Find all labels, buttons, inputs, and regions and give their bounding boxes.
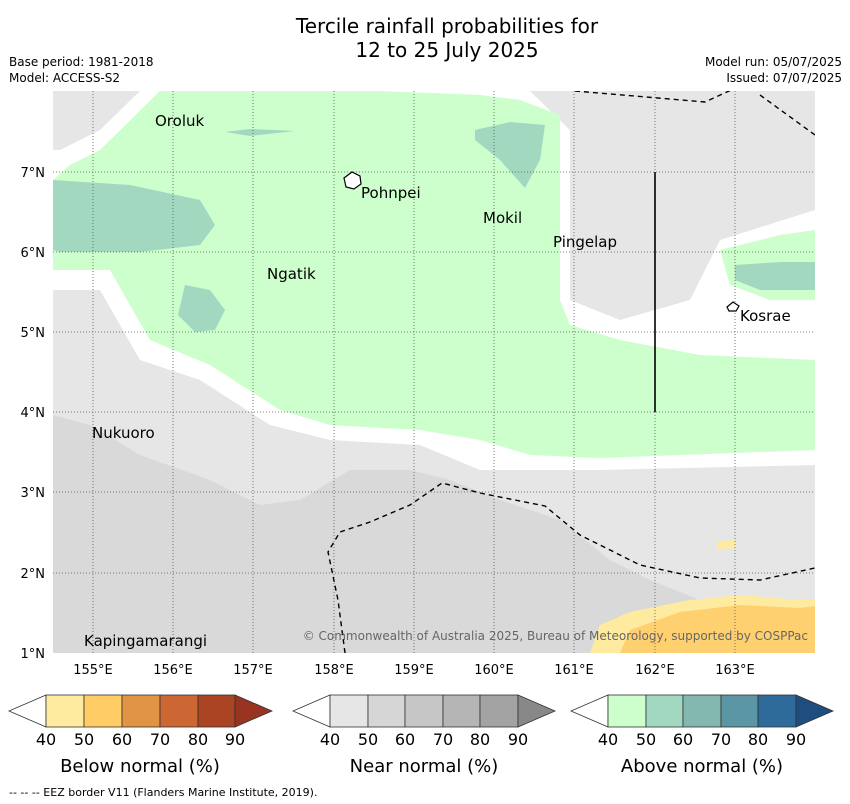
lon-label: 159°E	[394, 663, 434, 678]
legend-tick: 50	[74, 730, 94, 749]
near-normal-zone-northeast	[530, 91, 815, 320]
legend-tick: 70	[433, 730, 453, 749]
above-normal-50-east	[735, 262, 815, 290]
legend-above-swatch-50	[645, 694, 684, 728]
lon-label: 162°E	[635, 663, 675, 678]
label-pohnpei: Pohnpei	[361, 184, 421, 202]
legend-tick: 90	[225, 730, 245, 749]
above-normal-50-west	[53, 180, 215, 252]
legend-tick: 40	[320, 730, 340, 749]
label-mokil: Mokil	[483, 209, 522, 227]
issued-text: Issued: 07/07/2025	[726, 71, 842, 85]
legend-tick: 80	[748, 730, 768, 749]
lon-label: 157°E	[233, 663, 273, 678]
lat-label: 3°N	[21, 486, 46, 501]
legend-near-normal: 40 50 60 70 80 90 Near normal (%)	[291, 694, 557, 777]
legend-tick: 50	[636, 730, 656, 749]
lon-label: 155°E	[73, 663, 113, 678]
copyright-text: © Commonwealth of Australia 2025, Bureau…	[303, 629, 808, 643]
graticule	[53, 91, 815, 653]
legend-near-arrow-high	[517, 694, 557, 728]
legend-below-swatch-60	[121, 694, 161, 728]
legend-near-swatch-50	[367, 694, 406, 728]
legend-below-normal: 40 50 60 70 80 90 Below normal (%)	[7, 694, 274, 777]
legend-below-title: Below normal (%)	[60, 756, 220, 777]
legend-below-arrow-low	[7, 694, 47, 728]
label-oroluk: Oroluk	[155, 112, 204, 130]
near-normal-zone-northwest	[53, 91, 140, 150]
legend-below-swatch-40	[45, 694, 85, 728]
legend-near-swatch-80	[479, 694, 519, 728]
legend-near-title: Near normal (%)	[350, 756, 499, 777]
probability-shading	[53, 91, 815, 653]
legend-above-swatch-80	[757, 694, 797, 728]
legend-above-swatch-40	[607, 694, 647, 728]
legend-below-swatch-80	[197, 694, 236, 728]
eez-footnote: -- -- -- EEZ border V11 (Flanders Marine…	[9, 786, 318, 799]
legend-below-arrow-high	[234, 694, 274, 728]
legend-below-swatch-50	[83, 694, 123, 728]
map-title-line-2: 12 to 25 July 2025	[355, 38, 539, 62]
legend-tick: 60	[112, 730, 132, 749]
island-labels: Oroluk Pohnpei Mokil Pingelap Ngatik Kos…	[84, 112, 791, 650]
lon-label: 161°E	[554, 663, 594, 678]
above-normal-50-mokil	[475, 122, 545, 188]
legend-tick: 70	[150, 730, 170, 749]
label-pingelap: Pingelap	[553, 233, 617, 251]
lat-label: 4°N	[21, 406, 46, 421]
kosrae-island	[726, 301, 740, 312]
legend-tick: 60	[673, 730, 693, 749]
model-run-text: Model run: 05/07/2025	[704, 55, 842, 69]
near-normal-50-south	[53, 415, 815, 653]
lon-label: 163°E	[715, 663, 755, 678]
legend-above-swatch-60	[682, 694, 722, 728]
lon-label: 158°E	[314, 663, 354, 678]
legend-tick: 50	[358, 730, 378, 749]
longitude-labels: 155°E 156°E 157°E 158°E 159°E 160°E 161°…	[73, 663, 755, 678]
below-normal-spot	[718, 540, 736, 549]
lat-label: 2°N	[21, 567, 46, 582]
lat-label: 7°N	[21, 166, 46, 181]
latitude-labels: 7°N 6°N 5°N 4°N 3°N 2°N 1°N	[21, 166, 46, 662]
legend-near-swatch-60	[404, 694, 444, 728]
label-nukuoro: Nukuoro	[92, 424, 155, 442]
label-ngatik: Ngatik	[267, 265, 316, 283]
legend-above-normal: 40 50 60 70 80 90 Above normal (%)	[569, 694, 835, 777]
legend-area: 40 50 60 70 80 90 Below normal (%) 40 50…	[7, 694, 835, 777]
legend-tick: 60	[395, 730, 415, 749]
lat-label: 5°N	[21, 326, 46, 341]
model-text: Model: ACCESS-S2	[9, 71, 121, 85]
legend-tick: 40	[36, 730, 56, 749]
pohnpei-island	[343, 171, 362, 190]
legend-tick: 90	[786, 730, 806, 749]
lon-label: 156°E	[153, 663, 193, 678]
base-period-text: Base period: 1981-2018	[9, 55, 154, 69]
legend-tick: 70	[711, 730, 731, 749]
eez-border	[327, 91, 815, 653]
above-normal-50-ngatik	[178, 285, 225, 332]
legend-above-arrow-low	[569, 694, 609, 728]
legend-tick: 80	[470, 730, 490, 749]
legend-near-arrow-low	[291, 694, 331, 728]
legend-near-swatch-70	[442, 694, 481, 728]
above-normal-50-north	[225, 129, 295, 136]
legend-tick: 90	[508, 730, 528, 749]
legend-tick: 80	[188, 730, 208, 749]
legend-above-arrow-high	[795, 694, 835, 728]
lat-label: 1°N	[21, 647, 46, 662]
label-kapingamarangi: Kapingamarangi	[84, 632, 207, 650]
legend-above-title: Above normal (%)	[621, 756, 783, 777]
legend-near-swatch-40	[329, 694, 369, 728]
label-kosrae: Kosrae	[740, 307, 791, 325]
rainfall-map: Oroluk Pohnpei Mokil Pingelap Ngatik Kos…	[21, 91, 815, 678]
legend-below-swatch-70	[159, 694, 199, 728]
above-normal-zone	[53, 91, 815, 458]
legend-tick: 40	[598, 730, 618, 749]
lon-label: 160°E	[474, 663, 514, 678]
below-normal-50-zone	[620, 605, 815, 653]
lat-label: 6°N	[21, 246, 46, 261]
legend-above-swatch-70	[720, 694, 759, 728]
map-title-line-1: Tercile rainfall probabilities for	[295, 14, 599, 38]
